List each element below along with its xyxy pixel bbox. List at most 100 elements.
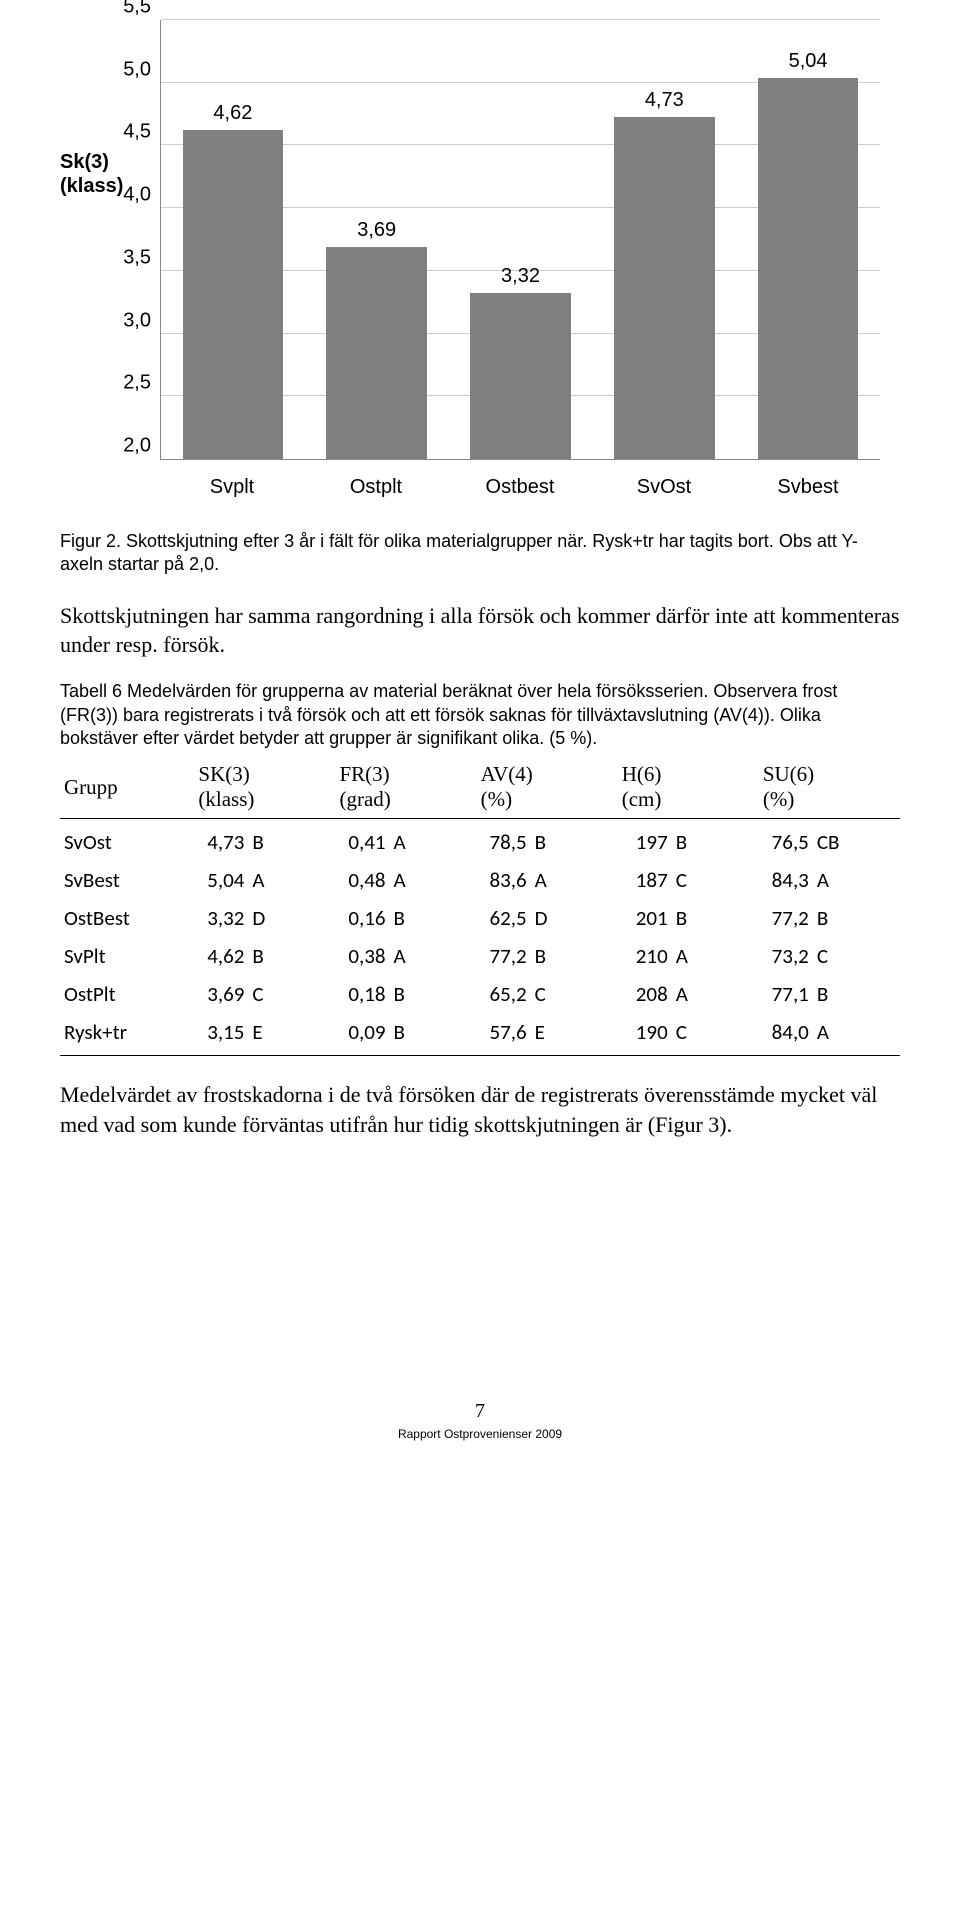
cell-number: 187: [622, 867, 668, 893]
cell-letter: C: [244, 981, 263, 1007]
column-name: SK(3): [198, 762, 331, 787]
cell-value: 76,5CB: [759, 819, 900, 862]
cell-grupp: SvPlt: [60, 937, 194, 975]
y-tick-label: 4,0: [111, 184, 151, 207]
cell-letter: B: [527, 943, 546, 969]
cell-value: 0,48A: [336, 861, 477, 899]
cell-letter: B: [386, 981, 405, 1007]
cell-value: 83,6A: [477, 861, 618, 899]
cell-value: 4,73B: [194, 819, 335, 862]
table-header-row: GruppSK(3)(klass)FR(3)(grad)AV(4)(%)H(6)…: [60, 756, 900, 819]
table-row: Rysk+tr3,15 E 0,09B57,6E190C84,0A: [60, 1013, 900, 1056]
cell-value: 208A: [618, 975, 759, 1013]
cell-letter: B: [527, 829, 546, 855]
bar-group: 4,62: [183, 20, 284, 459]
bar-group: 4,73: [614, 20, 715, 459]
cell-number: 3,15: [198, 1019, 244, 1045]
bar-value-label: 3,32: [501, 265, 540, 288]
cell-value: 57,6E: [477, 1013, 618, 1056]
cell-value: 0,18B: [336, 975, 477, 1013]
table-column-header: SU(6)(%): [759, 756, 900, 819]
cell-letter: D: [527, 905, 548, 931]
cell-value: 197B: [618, 819, 759, 862]
cell-number: 5,04: [198, 867, 244, 893]
cell-letter: A: [386, 829, 406, 855]
cell-number: 57,6: [481, 1019, 527, 1045]
cell-letter: A: [668, 981, 688, 1007]
cell-letter: E: [527, 1019, 545, 1045]
y-tick-label: 5,5: [111, 0, 151, 19]
cell-letter: B: [386, 1019, 405, 1045]
cell-value: 78,5B: [477, 819, 618, 862]
cell-letter: A: [386, 943, 406, 969]
bar: 5,04: [758, 78, 859, 459]
cell-letter: B: [244, 943, 263, 969]
cell-value: 0,09B: [336, 1013, 477, 1056]
cell-letter: C: [527, 981, 546, 1007]
cell-value: 0,41A: [336, 819, 477, 862]
cell-value: 73,2C: [759, 937, 900, 975]
cell-letter: D: [244, 905, 265, 931]
table-6-medelvarден: GruppSK(3)(klass)FR(3)(grad)AV(4)(%)H(6)…: [60, 756, 900, 1056]
paragraph-skottskjutning: Skottskjutningen har samma rangordning i…: [60, 601, 900, 660]
cell-letter: B: [386, 905, 405, 931]
bar-value-label: 5,04: [789, 50, 828, 73]
cell-number: 77,2: [481, 943, 527, 969]
cell-number: 4,73: [198, 829, 244, 855]
cell-number: 0,16: [340, 905, 386, 931]
y-tick-label: 2,0: [111, 435, 151, 458]
cell-grupp: Rysk+tr: [60, 1013, 194, 1056]
bar-group: 5,04: [758, 20, 859, 459]
report-footer: Rapport Ostprovenienser 2009: [60, 1427, 900, 1441]
cell-value: 84,0A: [759, 1013, 900, 1056]
column-name: AV(4): [481, 762, 614, 787]
cell-value: 210A: [618, 937, 759, 975]
table-column-header: Grupp: [60, 756, 194, 819]
cell-letter: A: [527, 867, 547, 893]
cell-letter: B: [809, 905, 828, 931]
cell-value: 77,2B: [759, 899, 900, 937]
table-row: SvPlt4,62B0,38A77,2B210A73,2C: [60, 937, 900, 975]
table-column-header: AV(4)(%): [477, 756, 618, 819]
bar: 4,62: [183, 130, 284, 459]
column-name: H(6): [622, 762, 755, 787]
paragraph-medelvardet: Medelvärdet av frostskadorna i de två fö…: [60, 1080, 900, 1139]
column-name: SU(6): [763, 762, 896, 787]
bar: 3,69: [326, 247, 427, 459]
table-row: SvBest5,04A0,48A83,6A187C84,3A: [60, 861, 900, 899]
cell-value: 3,69C: [194, 975, 335, 1013]
cell-letter: A: [809, 1019, 829, 1045]
cell-number: 190: [622, 1019, 668, 1045]
cell-number: 208: [622, 981, 668, 1007]
bar-group: 3,32: [470, 20, 571, 459]
bar-value-label: 4,73: [645, 89, 684, 112]
table-row: OstPlt3,69C0,18B65,2C208A77,1B: [60, 975, 900, 1013]
table-column-header: FR(3)(grad): [336, 756, 477, 819]
cell-letter: C: [668, 867, 687, 893]
cell-number: 0,38: [340, 943, 386, 969]
cell-number: 3,32: [198, 905, 244, 931]
cell-number: 62,5: [481, 905, 527, 931]
y-tick-label: 3,0: [111, 309, 151, 332]
y-tick-label: 4,5: [111, 121, 151, 144]
cell-letter: B: [244, 829, 263, 855]
cell-number: 65,2: [481, 981, 527, 1007]
cell-value: 62,5D: [477, 899, 618, 937]
cell-number: 4,62: [198, 943, 244, 969]
chart-plot-area: 2,02,53,03,54,04,55,05,54,623,693,324,73…: [160, 20, 880, 460]
cell-value: 190C: [618, 1013, 759, 1056]
cell-letter: C: [809, 943, 828, 969]
x-tick-label: Svplt: [182, 470, 283, 500]
cell-number: 197: [622, 829, 668, 855]
cell-number: 84,3: [763, 867, 809, 893]
y-tick-label: 5,0: [111, 58, 151, 81]
cell-letter: A: [244, 867, 264, 893]
bars-container: 4,62 3,69 3,32 4,73 5,04: [161, 20, 880, 459]
cell-grupp: SvOst: [60, 819, 194, 862]
y-tick-label: 3,5: [111, 246, 151, 269]
cell-number: 84,0: [763, 1019, 809, 1045]
cell-letter: B: [668, 905, 687, 931]
cell-value: 3,32D: [194, 899, 335, 937]
column-unit: (%): [481, 787, 614, 812]
column-name: FR(3): [340, 762, 473, 787]
